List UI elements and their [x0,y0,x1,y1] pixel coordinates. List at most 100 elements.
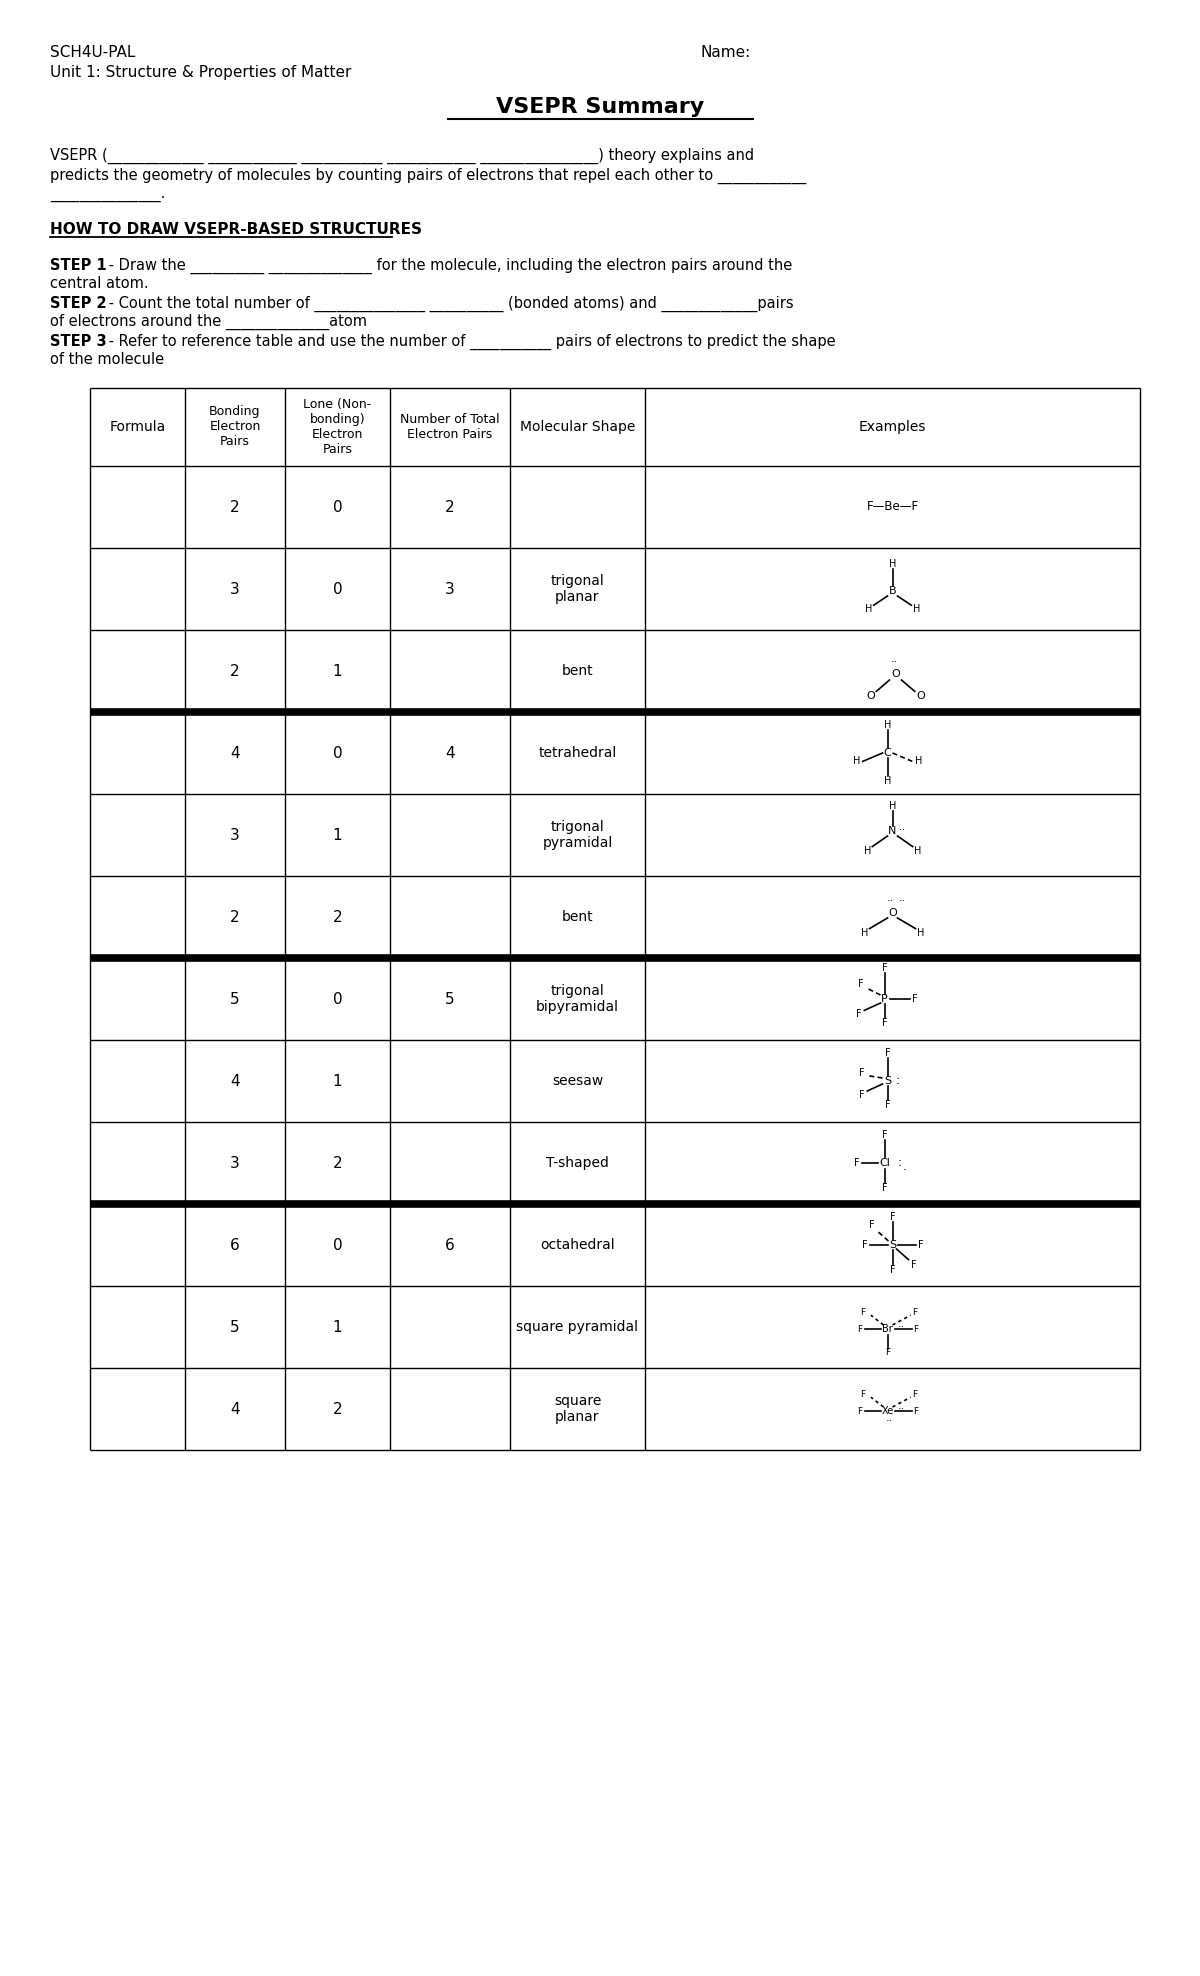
Text: F—Be—F: F—Be—F [866,500,918,514]
Text: 0: 0 [332,500,342,514]
Text: STEP 3: STEP 3 [50,334,107,350]
Text: F: F [882,1184,887,1194]
Text: 1: 1 [332,828,342,842]
Text: 1: 1 [332,664,342,678]
Text: H: H [860,927,868,937]
Text: H: H [917,927,924,937]
Text: tetrahedral: tetrahedral [539,747,617,761]
Text: bent: bent [562,664,593,678]
Text: VSEPR Summary: VSEPR Summary [496,97,704,117]
Text: H: H [913,605,920,615]
Text: F: F [882,1018,887,1028]
Text: F: F [860,1389,865,1399]
Text: F: F [911,1259,917,1271]
Text: S: S [884,1077,892,1087]
Text: Lone (Non-
bonding)
Electron
Pairs: Lone (Non- bonding) Electron Pairs [304,397,372,456]
Text: .: . [902,1160,906,1172]
Text: Formula: Formula [109,421,166,435]
Text: STEP 1: STEP 1 [50,259,107,273]
Text: F: F [853,1158,859,1168]
Text: Xe: Xe [881,1407,894,1417]
Text: 6: 6 [445,1237,455,1253]
Text: square
planar: square planar [554,1393,601,1425]
Text: F: F [889,1211,895,1221]
Text: Examples: Examples [859,421,926,435]
Text: O: O [866,692,875,701]
Text: F: F [882,1130,887,1140]
Text: :: : [898,1156,901,1170]
Text: F: F [912,1308,917,1316]
Text: 4: 4 [445,745,455,761]
Text: Unit 1: Structure & Properties of Matter: Unit 1: Structure & Properties of Matter [50,65,352,79]
Text: 3: 3 [230,581,240,597]
Text: 2: 2 [445,500,455,514]
Text: 2: 2 [332,1156,342,1170]
Text: 2: 2 [230,664,240,678]
Text: Br: Br [882,1324,893,1334]
Text: - Draw the __________ ______________ for the molecule, including the electron pa: - Draw the __________ ______________ for… [104,259,792,275]
Text: square pyramidal: square pyramidal [516,1320,638,1334]
Text: F: F [857,1324,862,1334]
Text: C: C [883,749,892,759]
Text: H: H [914,757,922,767]
Text: 1: 1 [332,1320,342,1334]
Text: T-shaped: T-shaped [546,1156,608,1170]
Text: F: F [913,1407,918,1415]
Text: SCH4U-PAL: SCH4U-PAL [50,45,136,59]
Text: F: F [918,1241,923,1251]
Text: 2: 2 [332,909,342,925]
Text: H: H [884,719,892,729]
Text: Bonding
Electron
Pairs: Bonding Electron Pairs [209,405,260,449]
Text: 5: 5 [230,992,240,1006]
Text: F: F [869,1221,875,1231]
Text: Cl: Cl [880,1158,890,1168]
Text: ··: ·· [898,1405,905,1415]
Text: F: F [862,1241,868,1251]
Text: 3: 3 [230,828,240,842]
Text: VSEPR (_____________ ____________ ___________ ____________ ________________) the: VSEPR (_____________ ____________ ______… [50,148,754,164]
Text: F: F [912,1389,917,1399]
Text: F: F [858,978,864,988]
Text: central atom.: central atom. [50,277,149,290]
Text: ··: ·· [890,656,898,668]
Text: ··: ·· [886,1417,893,1427]
Text: trigonal
planar: trigonal planar [551,573,605,605]
Text: F: F [857,1010,862,1020]
Text: 6: 6 [230,1237,240,1253]
Text: F: F [884,1348,890,1358]
Text: 3: 3 [445,581,455,597]
Text: STEP 2: STEP 2 [50,296,107,310]
Text: of electrons around the ______________atom: of electrons around the ______________at… [50,314,367,330]
Text: ··: ·· [898,1322,905,1332]
Text: trigonal
pyramidal: trigonal pyramidal [542,820,613,850]
Text: 4: 4 [230,1073,240,1089]
Text: F: F [860,1308,865,1316]
Text: ··: ·· [899,826,905,836]
Text: - Count the total number of _______________ __________ (bonded atoms) and ______: - Count the total number of ____________… [104,296,793,312]
Text: S: S [889,1241,896,1251]
Text: F: F [913,1324,918,1334]
Text: P: P [881,994,888,1004]
Text: 3: 3 [230,1156,240,1170]
Text: 2: 2 [230,500,240,514]
Text: Number of Total
Electron Pairs: Number of Total Electron Pairs [400,413,500,441]
Text: H: H [889,800,896,810]
Text: HOW TO DRAW VSEPR-BASED STRUCTURES: HOW TO DRAW VSEPR-BASED STRUCTURES [50,221,422,237]
Text: 0: 0 [332,992,342,1006]
Text: H: H [884,777,892,786]
Text: 1: 1 [332,1073,342,1089]
Text: O: O [892,670,900,680]
Text: F: F [912,994,918,1004]
Text: O: O [888,909,896,919]
Text: seesaw: seesaw [552,1075,604,1089]
Text: :: : [895,1075,900,1087]
Text: octahedral: octahedral [540,1239,614,1253]
Text: 0: 0 [332,1237,342,1253]
Text: F: F [857,1407,862,1415]
Text: H: H [864,846,871,856]
Text: Name:: Name: [700,45,750,59]
Text: 2: 2 [230,909,240,925]
Text: ··: ·· [887,895,894,907]
Text: F: F [882,962,887,974]
Text: 2: 2 [332,1401,342,1417]
